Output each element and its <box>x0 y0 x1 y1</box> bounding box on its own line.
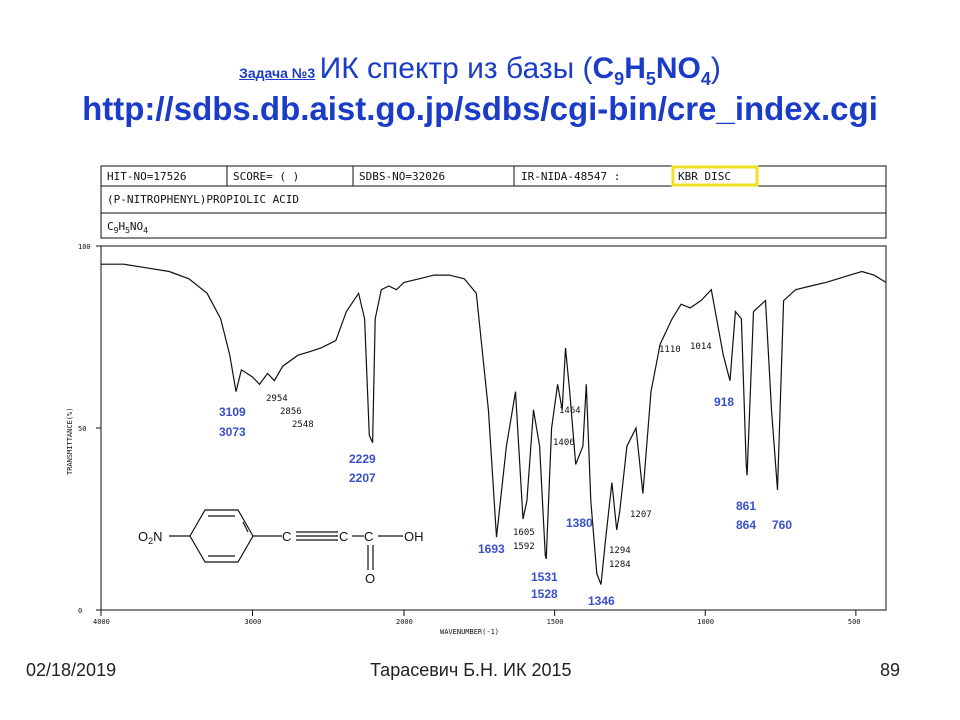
title-formula: C9H5NO4 <box>592 52 711 89</box>
peak-label-3109: 3109 <box>219 405 246 419</box>
spectrum-series-line <box>101 263 887 585</box>
y-tick-label: 50 <box>78 425 86 433</box>
peak-label-1605: 1605 <box>513 528 535 538</box>
peak-label-861: 861 <box>736 499 756 513</box>
peak-label-760: 760 <box>772 518 792 532</box>
peak-label-2548: 2548 <box>292 420 314 430</box>
footer-date: 02/18/2019 <box>26 660 117 680</box>
molecule-structure: O2N C C C OH O <box>138 509 424 586</box>
peak-label-1531: 1531 <box>531 570 558 584</box>
o2n-label: O2N <box>138 529 163 546</box>
footer-page-number: 89 <box>880 660 901 680</box>
score: SCORE= ( ) <box>233 170 299 183</box>
c2-label: C <box>339 529 348 544</box>
peak-label-1346: 1346 <box>588 594 615 608</box>
ir-nida: IR-NIDA-48547 : <box>521 170 620 183</box>
peak-label-1406: 1406 <box>553 438 575 448</box>
footer-author: Тарасевич Б.Н. ИК 2015 <box>370 660 572 680</box>
sdbs-no: SDBS-NO=32026 <box>359 170 445 183</box>
peak-label-3073: 3073 <box>219 425 246 439</box>
hit-no: HIT-NO=17526 <box>107 170 186 183</box>
c1-label: C <box>282 529 291 544</box>
x-axis-label: WAVENUMBER(-1) <box>440 628 499 636</box>
x-tick-label: 500 <box>848 618 861 626</box>
oh-label: OH <box>404 529 424 544</box>
o-label: O <box>365 571 375 586</box>
peak-label-1528: 1528 <box>531 587 558 601</box>
title-label: ИК спектр из базы ( <box>319 52 593 85</box>
spectrum-header-box: HIT-NO=17526 SCORE= ( ) SDBS-NO=32026 IR… <box>100 165 887 239</box>
peak-label-918: 918 <box>714 395 734 409</box>
compound-name: (P-NITROPHENYL)PROPIOLIC ACID <box>107 193 299 206</box>
x-tick-label: 1500 <box>547 618 564 626</box>
peak-label-1294: 1294 <box>609 546 631 556</box>
database-url[interactable]: http://sdbs.db.aist.go.jp/sdbs/cgi-bin/c… <box>82 90 878 127</box>
x-tick-label: 4000 <box>93 618 110 626</box>
kbr-highlight <box>671 165 759 187</box>
peak-label-1693: 1693 <box>478 542 505 556</box>
kbr-disc: KBR DISC <box>678 170 731 183</box>
y-tick-label: 100 <box>78 243 91 251</box>
x-tick-label: 2000 <box>396 618 413 626</box>
x-tick-label: 3000 <box>245 618 262 626</box>
task-link[interactable]: Задача №3 <box>239 65 316 81</box>
peak-label-1110: 1110 <box>659 345 681 355</box>
y-axis-label: TRANSMITTANCE(%) <box>66 408 74 475</box>
slide-title: Задача №3 ИК спектр из базы (C9H5NO4) <box>0 52 960 90</box>
peak-label-2954: 2954 <box>266 394 288 404</box>
compound-formula: C9H5NO4 <box>107 220 148 235</box>
peak-label-1592: 1592 <box>513 542 535 552</box>
peak-label-1014: 1014 <box>690 342 712 352</box>
peak-label-864: 864 <box>736 518 756 532</box>
peak-label-1284: 1284 <box>609 560 631 570</box>
peak-label-1207: 1207 <box>630 510 652 520</box>
x-tick-label: 1000 <box>697 618 714 626</box>
peak-label-1464: 1464 <box>559 406 581 416</box>
peak-label-2229: 2229 <box>349 452 376 466</box>
c3-label: C <box>364 529 373 544</box>
y-tick-label: 0 <box>78 607 82 615</box>
title-close: ) <box>710 52 721 85</box>
title-text: ИК спектр из базы (C9H5NO4) <box>319 52 721 89</box>
peak-label-2207: 2207 <box>349 471 376 485</box>
benzene-ring <box>189 509 254 563</box>
peak-label-2856: 2856 <box>280 407 302 417</box>
peak-label-1380: 1380 <box>566 516 593 530</box>
